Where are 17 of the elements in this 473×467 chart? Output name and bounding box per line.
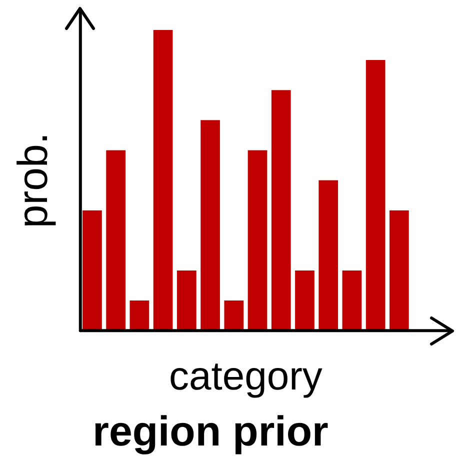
bar <box>271 90 291 331</box>
x-axis-title: category <box>168 354 322 399</box>
bar <box>130 300 150 331</box>
bar <box>200 120 220 331</box>
bar <box>224 300 244 331</box>
bar <box>390 210 409 331</box>
bar <box>106 150 126 331</box>
bar <box>153 30 173 331</box>
bar <box>295 270 314 331</box>
y-axis-title: prob. <box>8 132 56 228</box>
bar <box>82 210 102 331</box>
bar <box>318 180 338 331</box>
bar <box>366 60 386 331</box>
bar <box>342 270 362 331</box>
text: region prior <box>92 407 328 454</box>
bar <box>176 270 196 331</box>
bar <box>248 150 268 331</box>
